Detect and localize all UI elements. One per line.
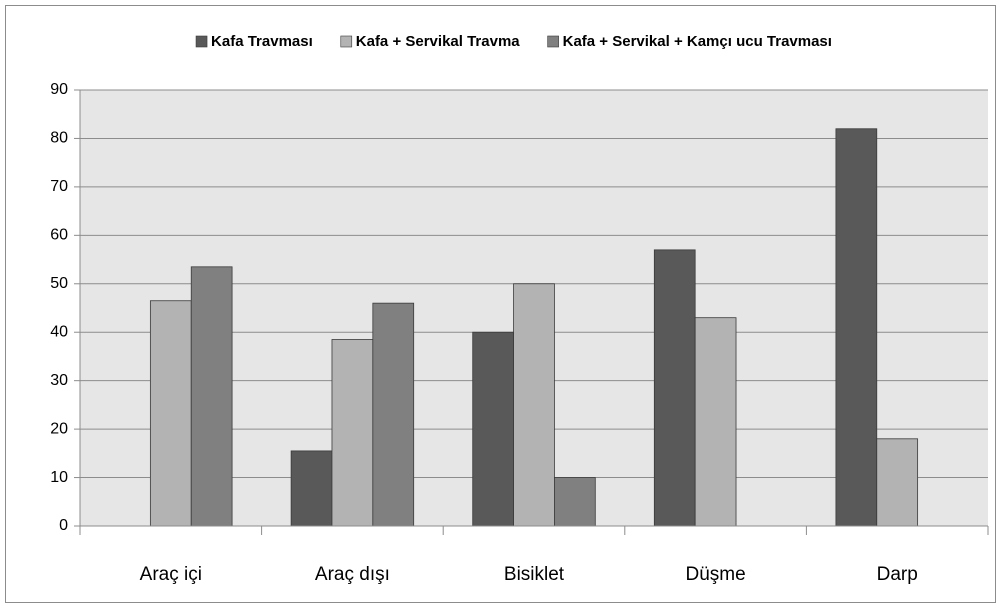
bar [835, 128, 878, 527]
legend-label: Kafa Travması [211, 33, 313, 50]
bar [554, 477, 596, 527]
x-tick-label: Düşme [686, 564, 746, 585]
x-tick-label: Darp [877, 564, 918, 585]
y-tick-label: 0 [59, 517, 68, 534]
bar [372, 302, 415, 527]
x-tick-label: Araç içi [140, 564, 202, 585]
bar [149, 300, 192, 527]
legend-swatch [340, 35, 353, 48]
y-tick-label: 60 [50, 227, 68, 244]
y-tick-label: 80 [50, 130, 68, 147]
bar [472, 331, 514, 527]
bar [653, 249, 696, 527]
x-tick-label: Araç dışı [315, 564, 390, 585]
x-tick-label: Bisiklet [504, 564, 565, 585]
legend-label: Kafa + Servikal + Kamçı ucu Travması [563, 33, 832, 50]
bar [331, 339, 374, 527]
y-tick-label: 40 [50, 323, 68, 340]
bar [290, 450, 333, 527]
bar [190, 266, 233, 527]
bar [876, 438, 919, 527]
y-tick-label: 30 [50, 372, 68, 389]
y-tick-label: 20 [50, 420, 68, 437]
y-tick-label: 90 [50, 81, 68, 98]
y-tick-label: 70 [50, 178, 68, 195]
y-tick-label: 10 [50, 469, 68, 486]
bar [513, 283, 555, 527]
legend-swatch [195, 35, 208, 48]
legend-swatch [547, 35, 559, 48]
bar [694, 317, 737, 527]
y-tick-label: 50 [50, 275, 68, 292]
legend-label: Kafa + Servikal Travma [356, 33, 521, 50]
